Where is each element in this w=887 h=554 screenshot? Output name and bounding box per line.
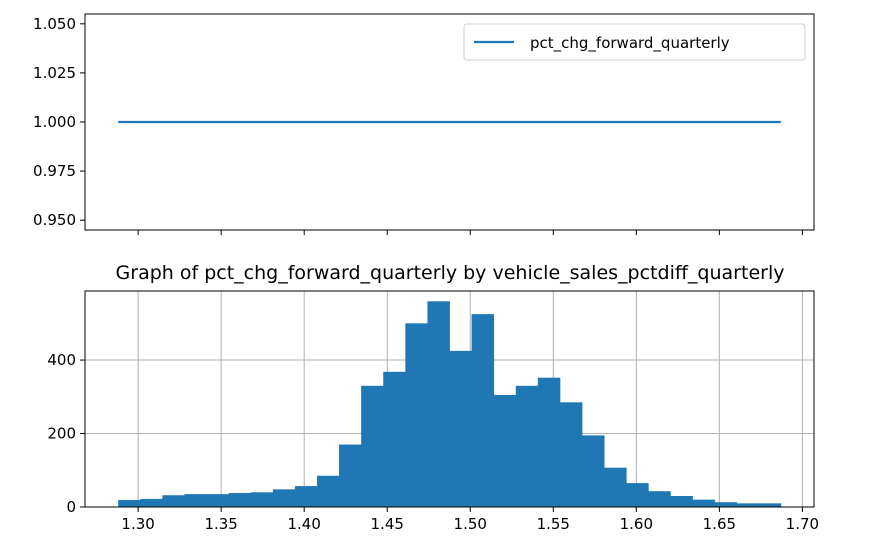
histogram-bar xyxy=(118,500,141,507)
top-y-tick-label: 0.975 xyxy=(33,162,76,180)
bottom-y-tick-label: 400 xyxy=(47,351,76,369)
bottom-y-axis: 0 200 400 xyxy=(47,351,85,516)
bottom-x-tick-label: 1.40 xyxy=(287,515,320,533)
histogram-bar xyxy=(272,489,296,507)
bottom-x-tick-label: 1.60 xyxy=(620,515,653,533)
histogram-bar xyxy=(537,377,561,507)
histogram-bar xyxy=(140,498,163,507)
chart-title: Graph of pct_chg_forward_quarterly by ve… xyxy=(116,262,785,284)
histogram-bar xyxy=(736,503,760,507)
bottom-x-tick-label: 1.30 xyxy=(121,515,154,533)
histogram-bar xyxy=(206,494,230,507)
histogram-bar xyxy=(648,491,671,507)
histogram-bar xyxy=(559,402,583,507)
histogram-bar xyxy=(670,495,693,507)
histogram-bar xyxy=(250,492,274,507)
top-y-tick-label: 0.950 xyxy=(33,211,76,229)
top-y-axis: 0.950 0.975 1.000 1.025 1.050 xyxy=(33,15,85,229)
histogram-bar xyxy=(714,502,738,507)
histogram-bar xyxy=(184,494,207,507)
bottom-x-tick-label: 1.45 xyxy=(371,515,404,533)
histogram-bar xyxy=(582,435,605,507)
legend-box xyxy=(463,23,806,61)
histogram-bar xyxy=(449,350,472,507)
histogram-bar xyxy=(228,493,252,507)
histogram-bar xyxy=(758,503,782,507)
histogram-bar xyxy=(427,301,450,507)
histogram-bar xyxy=(162,495,185,507)
histogram-bar xyxy=(361,385,384,507)
histogram-bar xyxy=(383,371,406,507)
histogram-bar xyxy=(294,486,318,507)
histogram-bar xyxy=(604,467,627,507)
top-y-tick-label: 1.025 xyxy=(33,64,76,82)
bottom-x-tick-label: 1.50 xyxy=(454,515,487,533)
histogram-bar xyxy=(515,385,539,507)
bottom-x-tick-label: 1.70 xyxy=(786,515,819,533)
top-y-tick-label: 1.050 xyxy=(33,15,76,33)
top-subplot: 0.950 0.975 1.000 1.025 1.050 pct_chg_forwar… xyxy=(33,13,815,235)
histogram-bar xyxy=(692,499,715,507)
legend: pct_chg_forward_quarterly xyxy=(463,23,806,61)
bottom-x-tick-label: 1.55 xyxy=(537,515,570,533)
legend-label: pct_chg_forward_quarterly xyxy=(530,34,730,53)
histogram-bar xyxy=(316,475,340,507)
bottom-x-tick-label: 1.65 xyxy=(703,515,736,533)
bottom-subplot: Graph of pct_chg_forward_quarterly by ve… xyxy=(47,262,819,533)
histogram-bar xyxy=(405,323,428,507)
histogram-bar xyxy=(339,444,362,507)
bottom-y-tick-label: 200 xyxy=(47,425,76,443)
histogram-bar xyxy=(626,483,649,507)
histogram-bar xyxy=(493,394,517,507)
histogram-bars xyxy=(118,301,782,507)
bottom-x-tick-label: 1.35 xyxy=(204,515,237,533)
top-x-axis xyxy=(137,230,803,235)
bottom-x-axis: 1.30 1.35 1.40 1.45 1.50 1.55 1.60 1.65 1.70 xyxy=(121,507,819,533)
bottom-y-tick-label: 0 xyxy=(66,498,76,516)
top-plot-frame xyxy=(84,13,815,231)
histogram-bar xyxy=(471,314,495,507)
top-y-tick-label: 1.000 xyxy=(33,113,76,131)
bottom-plot-frame xyxy=(84,290,815,508)
